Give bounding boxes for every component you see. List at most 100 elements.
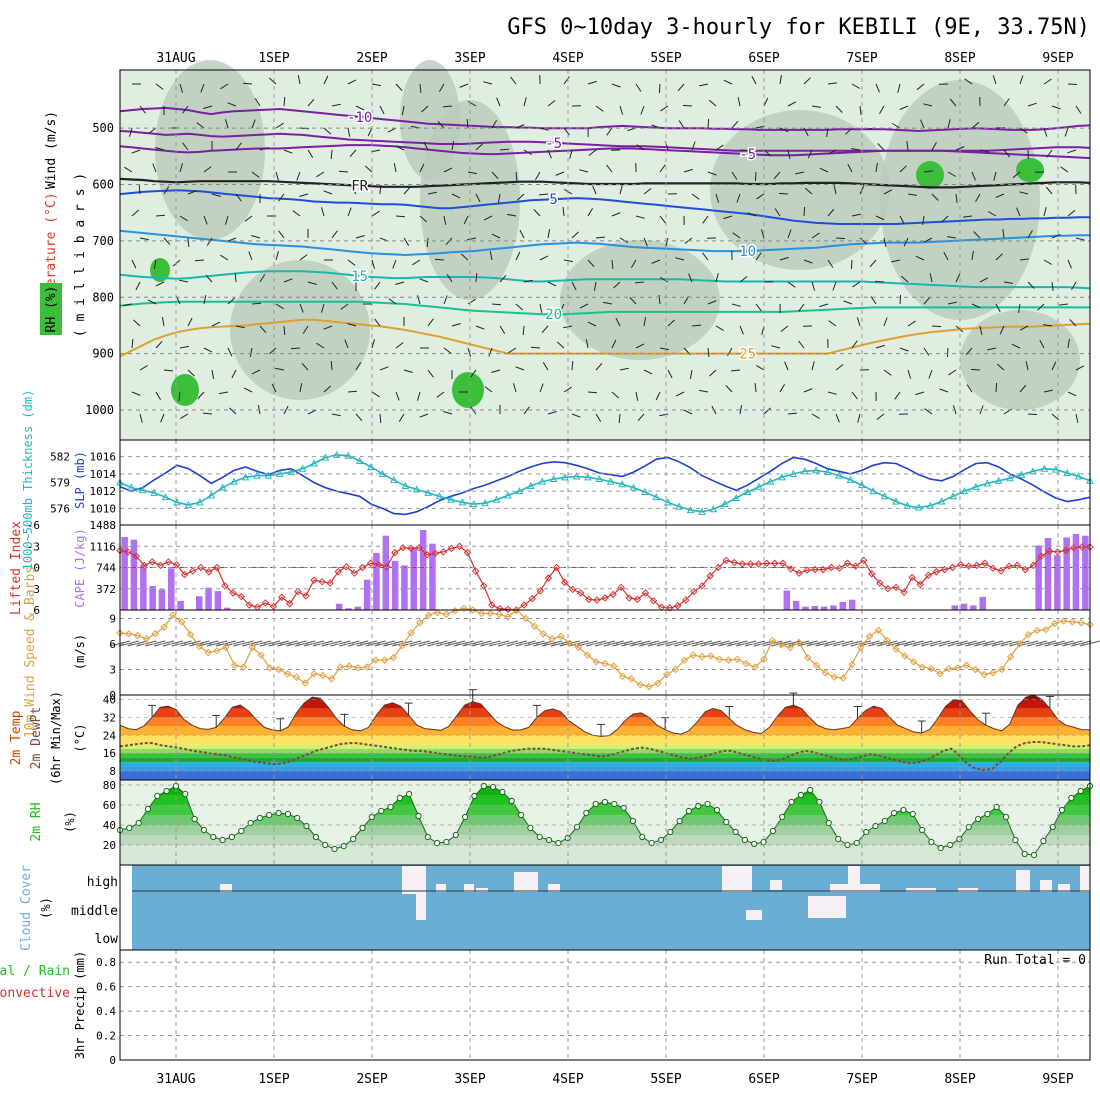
wind-barb [851,83,861,89]
wind-barb [874,280,885,283]
wind-barb [970,368,981,371]
wind-barb [139,364,148,371]
li-point [383,563,391,571]
wind-barb [434,258,445,261]
wind-barb [875,163,878,173]
wind-speed-point [971,665,980,674]
thickness-point [937,497,946,505]
wind-tick: 3 [109,664,116,677]
wind-speed-point [671,665,680,674]
wind-speed-point [830,673,838,681]
wind-speed-point [724,656,733,664]
wind-barb [726,347,733,356]
ylabel-cape: CAPE (J/kg) [73,528,87,607]
thickness-point [447,495,455,503]
rh-blob [560,240,720,360]
temp-tick: 32 [103,711,116,724]
wind-barb [634,281,645,284]
wind-barb [946,347,949,358]
wind-barb [379,105,385,115]
wind-barb [491,303,502,306]
wind-barb [388,298,397,305]
wind-barb [883,237,887,247]
surface-wind-barb [365,640,386,647]
wind-barb [1002,229,1005,239]
rh-point [471,792,478,800]
wind-barb [606,164,613,173]
rh-point [1003,813,1010,821]
wind-barb [323,190,333,195]
rh-point [462,813,469,821]
wind-barb [1027,413,1038,416]
wind-barb [1027,102,1037,107]
rh-band [120,825,1090,835]
li-point [488,601,496,609]
rh-point [779,813,786,821]
rh-point [480,782,487,790]
wind-barb [275,122,284,129]
wind-speed-point [962,661,971,669]
li-point [132,552,140,560]
wind-barb [1059,303,1069,306]
wind-barb [571,360,574,371]
rh-point [891,809,898,817]
wind-barb [606,127,613,136]
rh-point [340,842,347,850]
cape-bar [1082,535,1089,610]
wind-barb [804,187,813,195]
rh-point [434,839,441,847]
wind-barb [229,407,237,415]
rh-high-blob [452,372,484,408]
wind-speed-point [283,670,292,678]
wind-barb [331,230,338,239]
rh-point [816,798,823,806]
rh-point [807,786,814,794]
ylabel-wind10m: 10m Wind Speed & Barbs [23,566,38,738]
wind-barb [778,192,789,195]
rh-point [1040,837,1047,845]
wind-barb [1045,186,1053,195]
wind-barb [419,215,428,223]
rh-point [126,824,133,832]
wind-barb [467,298,476,305]
wind-barb [699,389,709,393]
wind-speed-point [398,641,406,650]
rh-point [182,790,189,798]
wind-barb [833,185,837,195]
wind-barb [355,362,362,371]
temperature-contour [119,189,1090,225]
wind-barb [371,391,380,398]
rh-point [611,800,618,808]
wind-barb [1051,234,1061,239]
cape-bar [410,547,417,610]
chart-title: GFS 0~10day 3-hourly for KEBILI (9E, 33.… [507,15,1090,40]
li-point [197,563,205,572]
li-point [601,594,609,602]
wind-speed-point [363,663,371,671]
thickness-point [698,507,706,515]
rh-band [120,835,1090,845]
wind-barb [611,83,621,88]
wind-speed-point [821,669,830,677]
wind-barb [139,237,149,241]
rh-point [1049,823,1056,831]
wind-barb [923,103,933,107]
cape-bar [429,543,436,610]
wind-barb [899,215,905,225]
thickness-point [196,498,204,506]
wind-barb [691,324,702,327]
wind-barb [571,231,579,239]
cape-bar [363,579,371,610]
wind-barb [179,163,183,173]
wind-barb [891,259,901,263]
wind-barb [1067,339,1070,349]
wind-barb [916,83,925,91]
wind-speed-point [442,610,450,618]
contour-label: 10 [739,244,756,260]
li-point [455,542,464,550]
wind-barb [587,321,597,327]
wind-barb [316,342,325,349]
thickness-tick: 579 [50,477,70,490]
wind-barb [1003,98,1010,107]
wind-barb [715,193,720,203]
